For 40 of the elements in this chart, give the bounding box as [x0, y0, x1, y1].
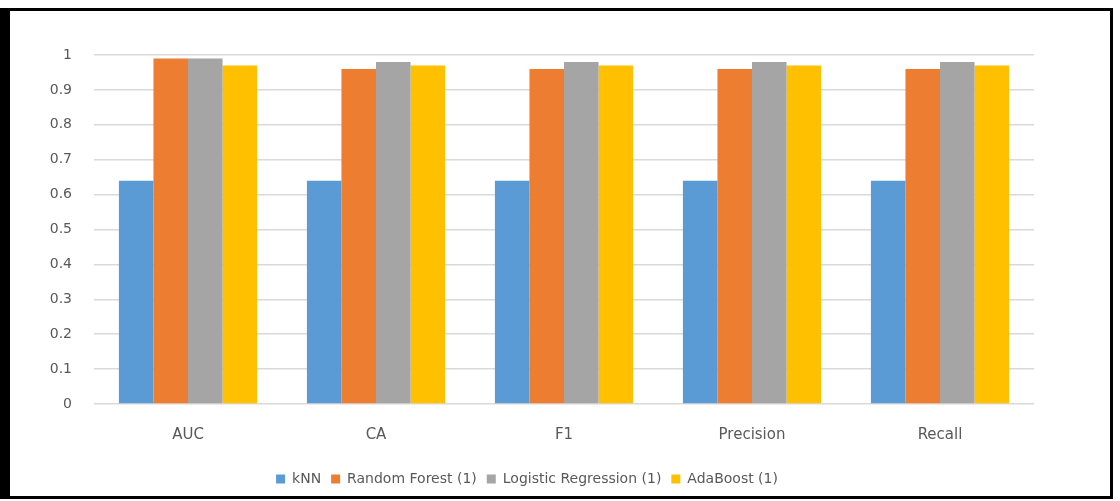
bar — [153, 58, 188, 404]
y-tick-label: 0.8 — [49, 115, 72, 132]
bar — [410, 65, 446, 404]
bar — [222, 65, 258, 404]
bar — [306, 180, 342, 404]
bar — [717, 68, 752, 404]
bar — [118, 180, 154, 404]
legend-label: kNN — [292, 469, 322, 486]
bar — [529, 68, 564, 404]
y-tick-label: 1 — [63, 45, 72, 62]
bar — [341, 68, 376, 404]
y-tick-label: 0.5 — [49, 220, 72, 237]
y-tick-label: 0.1 — [49, 359, 72, 376]
bar — [974, 65, 1010, 404]
bar — [905, 68, 940, 404]
legend-label: AdaBoost (1) — [687, 469, 778, 486]
y-tick-label: 0 — [63, 394, 72, 411]
bar — [940, 61, 975, 404]
legend-label: Random Forest (1) — [347, 469, 477, 486]
bar — [494, 180, 530, 404]
x-tick-label: AUC — [172, 424, 204, 443]
y-tick-label: 0.2 — [49, 324, 72, 341]
y-tick-label: 0.6 — [49, 185, 73, 202]
y-tick-label: 0.7 — [49, 150, 72, 167]
x-tick-label: F1 — [554, 424, 574, 443]
x-tick-label: Precision — [718, 424, 786, 443]
legend-label: Logistic Regression (1) — [502, 469, 662, 486]
y-tick-label: 0.4 — [49, 255, 73, 272]
x-tick-label: CA — [365, 424, 388, 443]
bar — [188, 58, 223, 404]
bar — [598, 65, 634, 404]
bar — [564, 61, 599, 404]
bar — [682, 180, 718, 404]
x-tick-label: Recall — [917, 424, 963, 443]
y-tick-label: 0.3 — [49, 289, 72, 306]
y-tick-label: 0.9 — [49, 80, 72, 97]
bar — [786, 65, 822, 404]
bar — [376, 61, 411, 404]
bar — [870, 180, 906, 404]
bar — [752, 61, 787, 404]
